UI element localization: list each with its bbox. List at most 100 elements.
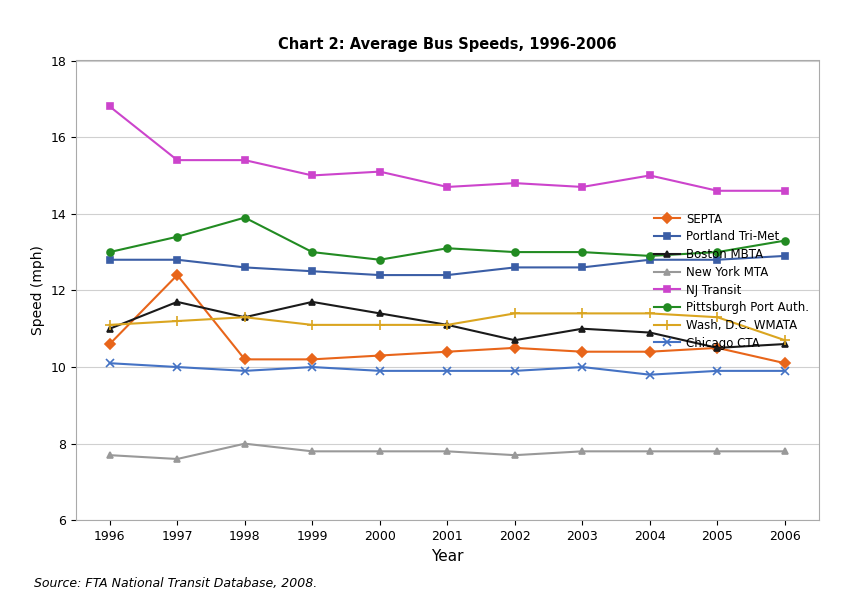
Wash, D.C. WMATA bbox=[240, 313, 250, 321]
SEPTA bbox=[780, 359, 790, 367]
Portland Tri-Met bbox=[172, 256, 182, 263]
NJ Transit bbox=[645, 172, 655, 179]
SEPTA bbox=[375, 352, 385, 359]
Portland Tri-Met bbox=[375, 272, 385, 279]
X-axis label: Year: Year bbox=[431, 549, 463, 564]
Chicago CTA bbox=[375, 367, 385, 374]
Boston MBTA bbox=[645, 329, 655, 336]
New York MTA bbox=[442, 448, 452, 455]
Chicago CTA bbox=[240, 367, 250, 374]
New York MTA bbox=[172, 456, 182, 463]
NJ Transit bbox=[780, 187, 790, 194]
Line: Chicago CTA: Chicago CTA bbox=[106, 359, 789, 379]
Pittsburgh Port Auth. bbox=[712, 249, 722, 256]
SEPTA bbox=[442, 348, 452, 355]
Portland Tri-Met bbox=[712, 256, 722, 263]
Pittsburgh Port Auth. bbox=[172, 233, 182, 240]
Line: Portland Tri-Met: Portland Tri-Met bbox=[106, 252, 788, 278]
Boston MBTA bbox=[240, 313, 250, 321]
NJ Transit bbox=[375, 168, 385, 175]
Chicago CTA bbox=[172, 364, 182, 371]
Chicago CTA bbox=[577, 364, 587, 371]
Wash, D.C. WMATA bbox=[307, 321, 317, 329]
New York MTA bbox=[780, 448, 790, 455]
Portland Tri-Met bbox=[442, 272, 452, 279]
New York MTA bbox=[375, 448, 385, 455]
Line: Boston MBTA: Boston MBTA bbox=[106, 298, 788, 352]
New York MTA bbox=[577, 448, 587, 455]
SEPTA bbox=[105, 341, 115, 348]
NJ Transit bbox=[442, 183, 452, 191]
Portland Tri-Met bbox=[645, 256, 655, 263]
Chicago CTA bbox=[712, 367, 722, 374]
Wash, D.C. WMATA bbox=[105, 321, 115, 329]
NJ Transit bbox=[172, 157, 182, 164]
Chicago CTA bbox=[105, 359, 115, 367]
SEPTA bbox=[240, 356, 250, 363]
Boston MBTA bbox=[780, 341, 790, 348]
Boston MBTA bbox=[172, 298, 182, 306]
Boston MBTA bbox=[375, 310, 385, 317]
Pittsburgh Port Auth. bbox=[105, 249, 115, 256]
Line: Pittsburgh Port Auth.: Pittsburgh Port Auth. bbox=[106, 214, 788, 263]
Boston MBTA bbox=[577, 325, 587, 332]
Wash, D.C. WMATA bbox=[442, 321, 452, 329]
Portland Tri-Met bbox=[780, 252, 790, 260]
Portland Tri-Met bbox=[105, 256, 115, 263]
Pittsburgh Port Auth. bbox=[442, 244, 452, 252]
SEPTA bbox=[172, 272, 182, 279]
Chicago CTA bbox=[510, 367, 520, 374]
Pittsburgh Port Auth. bbox=[780, 237, 790, 244]
Chicago CTA bbox=[780, 367, 790, 374]
Wash, D.C. WMATA bbox=[577, 310, 587, 317]
SEPTA bbox=[712, 344, 722, 352]
Portland Tri-Met bbox=[510, 264, 520, 271]
NJ Transit bbox=[577, 183, 587, 191]
Wash, D.C. WMATA bbox=[712, 313, 722, 321]
Title: Chart 2: Average Bus Speeds, 1996-2006: Chart 2: Average Bus Speeds, 1996-2006 bbox=[278, 38, 617, 53]
Wash, D.C. WMATA bbox=[172, 318, 182, 325]
New York MTA bbox=[712, 448, 722, 455]
Wash, D.C. WMATA bbox=[780, 336, 790, 344]
Pittsburgh Port Auth. bbox=[240, 214, 250, 221]
Pittsburgh Port Auth. bbox=[375, 256, 385, 263]
Boston MBTA bbox=[442, 321, 452, 329]
SEPTA bbox=[645, 348, 655, 355]
NJ Transit bbox=[712, 187, 722, 194]
Pittsburgh Port Auth. bbox=[510, 249, 520, 256]
NJ Transit bbox=[510, 180, 520, 187]
New York MTA bbox=[105, 451, 115, 459]
SEPTA bbox=[577, 348, 587, 355]
SEPTA bbox=[510, 344, 520, 352]
Portland Tri-Met bbox=[577, 264, 587, 271]
Text: Source: FTA National Transit Database, 2008.: Source: FTA National Transit Database, 2… bbox=[34, 577, 317, 590]
NJ Transit bbox=[307, 172, 317, 179]
Pittsburgh Port Auth. bbox=[645, 252, 655, 260]
Y-axis label: Speed (mph): Speed (mph) bbox=[31, 246, 45, 335]
New York MTA bbox=[307, 448, 317, 455]
Line: SEPTA: SEPTA bbox=[106, 272, 788, 367]
New York MTA bbox=[645, 448, 655, 455]
Portland Tri-Met bbox=[240, 264, 250, 271]
Chicago CTA bbox=[307, 364, 317, 371]
Chicago CTA bbox=[645, 371, 655, 378]
Wash, D.C. WMATA bbox=[510, 310, 520, 317]
Boston MBTA bbox=[712, 344, 722, 352]
Boston MBTA bbox=[105, 325, 115, 332]
Line: New York MTA: New York MTA bbox=[106, 440, 788, 462]
Boston MBTA bbox=[307, 298, 317, 306]
Chicago CTA bbox=[442, 367, 452, 374]
Boston MBTA bbox=[510, 336, 520, 344]
SEPTA bbox=[307, 356, 317, 363]
Pittsburgh Port Auth. bbox=[307, 249, 317, 256]
New York MTA bbox=[240, 440, 250, 447]
Pittsburgh Port Auth. bbox=[577, 249, 587, 256]
New York MTA bbox=[510, 451, 520, 459]
Wash, D.C. WMATA bbox=[375, 321, 385, 329]
Wash, D.C. WMATA bbox=[645, 310, 655, 317]
Line: NJ Transit: NJ Transit bbox=[106, 103, 788, 194]
Line: Wash, D.C. WMATA: Wash, D.C. WMATA bbox=[105, 309, 790, 345]
NJ Transit bbox=[105, 103, 115, 110]
NJ Transit bbox=[240, 157, 250, 164]
Portland Tri-Met bbox=[307, 267, 317, 275]
